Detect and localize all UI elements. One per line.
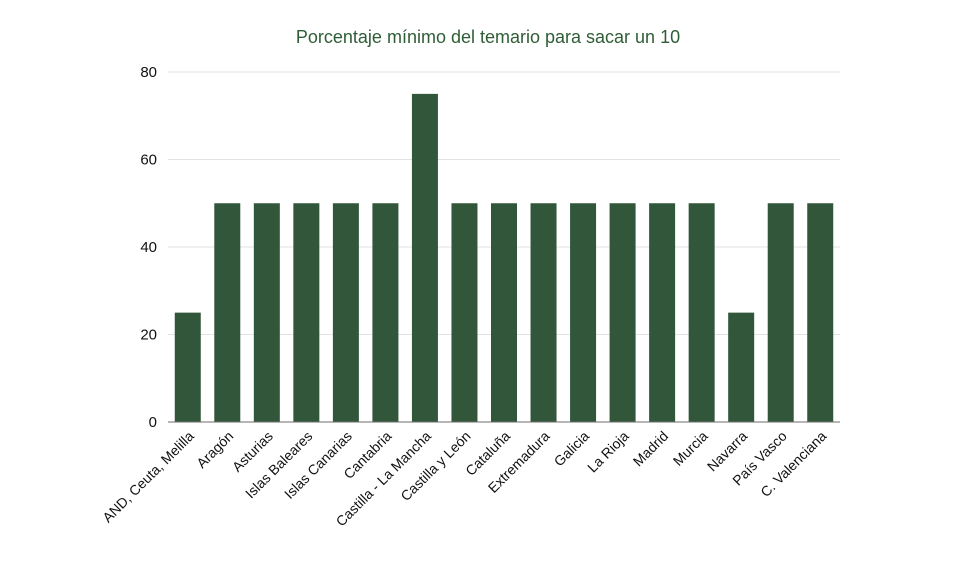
bar (649, 203, 676, 422)
x-tick-label: AND, Ceuta, Melilla (99, 428, 197, 526)
y-tick-label: 0 (149, 414, 157, 431)
bar (688, 203, 715, 422)
bar (491, 203, 517, 422)
y-tick-label: 20 (140, 327, 157, 344)
bar (609, 203, 636, 422)
bar (174, 312, 201, 423)
x-tick-label: Madrid (630, 428, 672, 470)
bar (570, 203, 597, 422)
bar (728, 312, 755, 423)
bar (530, 203, 557, 422)
bar (807, 203, 834, 422)
bar (411, 93, 438, 423)
y-axis-ticks: 0 20 40 60 80 (140, 64, 157, 431)
x-tick-label: Castilla y León (397, 428, 473, 504)
bar (767, 203, 794, 422)
y-tick-label: 60 (140, 152, 157, 169)
bars (174, 93, 834, 423)
bar (253, 203, 280, 422)
x-tick-label: La Rioja (584, 428, 632, 476)
bar (293, 203, 320, 422)
bar (332, 203, 359, 422)
bar (372, 203, 399, 422)
y-tick-label: 40 (140, 239, 157, 256)
bar (214, 203, 241, 422)
y-tick-label: 80 (140, 64, 157, 81)
bar (451, 203, 478, 422)
chart-title: Porcentaje mínimo del temario para sacar… (296, 27, 680, 47)
